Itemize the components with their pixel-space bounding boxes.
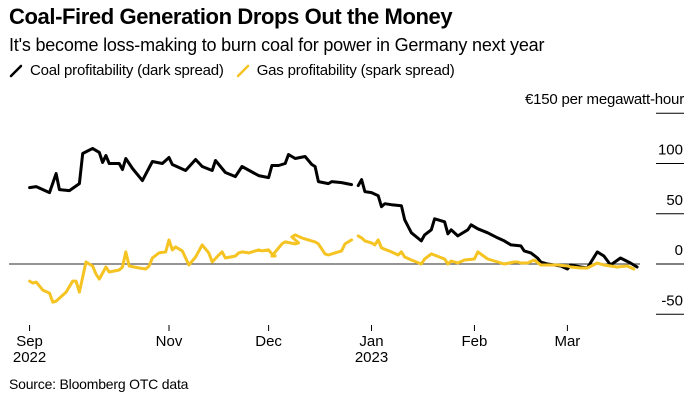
series-line <box>28 233 354 304</box>
y-tick-label: 100 <box>658 142 683 159</box>
legend: Coal profitability (dark spread) Gas pro… <box>9 62 467 79</box>
y-axis-unit-label: €150 per megawatt-hour <box>524 91 684 108</box>
legend-item-coal: Coal profitability (dark spread) <box>9 62 224 79</box>
x-tick-label: Dec <box>255 333 282 350</box>
chart-subtitle: It's become loss-making to burn coal for… <box>9 35 545 55</box>
source-note: Source: Bloomberg OTC data <box>9 376 189 392</box>
series-line <box>28 146 354 195</box>
x-tick-sublabel: 2022 <box>13 349 46 366</box>
chart-title: Coal-Fired Generation Drops Out the Mone… <box>9 4 453 29</box>
y-tick-label: 50 <box>666 192 683 209</box>
series-coal <box>28 146 639 271</box>
legend-swatch-coal-icon <box>9 64 23 77</box>
x-tick-label: Mar <box>554 333 580 350</box>
y-tick-label: 0 <box>675 242 683 259</box>
series-gas <box>28 233 636 304</box>
series-line <box>356 234 636 271</box>
x-tick-label: Feb <box>462 333 488 350</box>
x-tick-label: Sep <box>16 333 43 350</box>
y-axis: 100 50 0 -50 <box>656 112 684 315</box>
x-tick-label: Nov <box>156 333 183 350</box>
x-tick-label: Jan <box>359 333 383 350</box>
series-line <box>356 178 639 271</box>
series-group <box>28 146 639 304</box>
legend-item-gas: Gas profitability (spark spread) <box>236 62 455 79</box>
legend-swatch-gas-icon <box>236 64 249 77</box>
x-tick-sublabel: 2023 <box>355 349 388 366</box>
legend-label-coal: Coal profitability (dark spread) <box>30 62 224 79</box>
y-tick-label: -50 <box>661 292 683 309</box>
legend-label-gas: Gas profitability (spark spread) <box>256 62 455 79</box>
